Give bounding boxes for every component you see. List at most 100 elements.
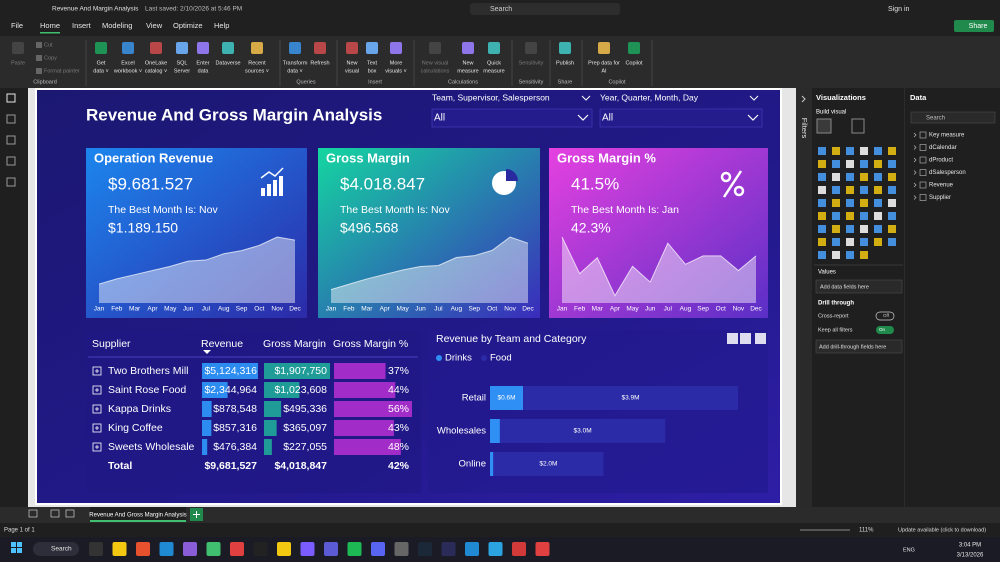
data-table[interactable]: Supplier	[929, 195, 951, 201]
visual-type-icon[interactable]	[860, 238, 868, 246]
slicer-value[interactable]: All	[434, 113, 445, 124]
slicer-dropdown[interactable]	[599, 108, 763, 128]
taskbar-app[interactable]	[300, 542, 315, 556]
ribbon-button-label[interactable]: Copilot	[625, 60, 643, 66]
bar-segment[interactable]	[490, 419, 500, 443]
data-table[interactable]: Key measure	[929, 133, 965, 139]
table-header[interactable]: Gross Margin %	[333, 338, 408, 350]
filters-strip[interactable]	[796, 88, 812, 507]
ribbon-icon[interactable]	[390, 42, 402, 54]
visual-header-icon[interactable]	[727, 333, 738, 344]
visual-type-icon[interactable]	[860, 160, 868, 168]
search-box[interactable]	[470, 3, 620, 15]
nav-icon[interactable]	[6, 135, 16, 145]
ribbon-button-label[interactable]: Get	[97, 60, 106, 66]
visual-type-icon[interactable]	[846, 160, 854, 168]
ribbon-button-label[interactable]: Transform	[283, 60, 308, 66]
ribbon-button-label[interactable]: Recent	[248, 60, 266, 66]
ribbon-icon[interactable]	[559, 42, 571, 54]
visual-type-icon[interactable]	[874, 160, 882, 168]
visual-type-icon[interactable]	[832, 173, 840, 181]
ribbon-icon[interactable]	[251, 42, 263, 54]
visual-type-icon[interactable]	[888, 238, 896, 246]
expand-plus[interactable]	[95, 388, 99, 392]
ribbon-button-label[interactable]: measure	[457, 68, 478, 74]
ribbon-button-label[interactable]: SQL	[176, 60, 187, 66]
menu-tab[interactable]: View	[146, 21, 163, 30]
taskbar-app[interactable]	[488, 542, 503, 556]
bar-segment[interactable]	[523, 386, 738, 410]
table-header[interactable]: Gross Margin	[263, 338, 326, 350]
format-visual-tab[interactable]	[851, 118, 865, 134]
visual-type-icon[interactable]	[846, 238, 854, 246]
visual-type-icon[interactable]	[818, 212, 826, 220]
visual-type-icon[interactable]	[888, 212, 896, 220]
ribbon-button-label[interactable]: box	[368, 68, 377, 74]
visual-header-icon[interactable]	[740, 333, 751, 344]
visual-type-icon[interactable]	[846, 173, 854, 181]
taskbar-app[interactable]	[371, 542, 385, 556]
expand-plus[interactable]	[95, 369, 99, 373]
expand-chevron[interactable]	[913, 170, 917, 175]
visual-type-icon[interactable]	[846, 186, 854, 194]
visual-type-icon[interactable]	[832, 251, 840, 259]
data-search-label[interactable]: Search	[926, 116, 945, 122]
visual-type-icon[interactable]	[832, 199, 840, 207]
view-icon[interactable]	[28, 509, 38, 518]
visual-type-icon[interactable]	[860, 186, 868, 194]
expand-plus[interactable]	[95, 426, 99, 430]
visual-type-icon[interactable]	[874, 225, 882, 233]
visual-type-icon[interactable]	[832, 147, 840, 155]
ribbon-button-label[interactable]: New	[462, 60, 473, 66]
visual-type-icon[interactable]	[846, 199, 854, 207]
start-logo[interactable]	[11, 542, 16, 547]
visual-type-icon[interactable]	[846, 147, 854, 155]
visual-type-icon[interactable]	[874, 147, 882, 155]
expand-chevron[interactable]	[913, 145, 917, 150]
page-tab-label[interactable]: Revenue And Gross Margin Analysis	[89, 513, 186, 519]
taskbar-app[interactable]	[324, 542, 338, 556]
data-table[interactable]: dSalesperson	[929, 170, 966, 176]
visual-header-icon[interactable]	[755, 333, 766, 344]
visual-type-icon[interactable]	[818, 199, 826, 207]
visual-type-icon[interactable]	[846, 225, 854, 233]
ribbon-icon[interactable]	[197, 42, 209, 54]
menu-tab[interactable]: Home	[40, 21, 60, 30]
ribbon-button-label[interactable]: data	[198, 68, 210, 74]
filters-label[interactable]: Filters	[800, 118, 809, 139]
menu-tab[interactable]: File	[11, 21, 23, 30]
visual-type-icon[interactable]	[818, 186, 826, 194]
visual-type-icon[interactable]	[874, 212, 882, 220]
slicer-value[interactable]: All	[602, 113, 613, 124]
taskbar-app[interactable]	[183, 542, 197, 556]
ribbon-button-label[interactable]: AI	[601, 68, 607, 74]
build-visual-tab[interactable]	[816, 118, 832, 134]
ribbon-button-label[interactable]: visuals ˅	[385, 68, 407, 74]
toggle[interactable]	[876, 326, 894, 334]
expand-button[interactable]	[92, 366, 102, 376]
expand-button[interactable]	[92, 385, 102, 395]
visual-type-icon[interactable]	[888, 186, 896, 194]
visual-type-icon[interactable]	[888, 199, 896, 207]
visual-type-icon[interactable]	[874, 238, 882, 246]
share-label[interactable]: Share	[969, 23, 988, 30]
nav-icon[interactable]	[6, 177, 16, 187]
ribbon-button-label[interactable]: Dataverse	[215, 60, 240, 66]
start-logo[interactable]	[11, 548, 16, 553]
expand-chevron[interactable]	[913, 182, 917, 188]
taskbar-app[interactable]	[512, 542, 526, 556]
field-well[interactable]	[815, 339, 903, 354]
expand-plus[interactable]	[95, 407, 99, 411]
menu-tab[interactable]: Optimize	[173, 21, 203, 30]
visual-type-icon[interactable]	[818, 160, 826, 168]
expand-button[interactable]	[92, 404, 102, 414]
expand-plus[interactable]	[95, 445, 99, 449]
ribbon-button-label[interactable]: Quick	[487, 60, 501, 66]
start-logo[interactable]	[17, 542, 22, 547]
field-well[interactable]	[815, 279, 903, 294]
ribbon-button-label[interactable]: Excel	[121, 60, 134, 66]
status-update[interactable]: Update available (click to download)	[898, 527, 986, 533]
expand-chevron[interactable]	[913, 157, 917, 163]
bar-segment[interactable]	[490, 452, 494, 476]
visual-type-icon[interactable]	[888, 160, 896, 168]
